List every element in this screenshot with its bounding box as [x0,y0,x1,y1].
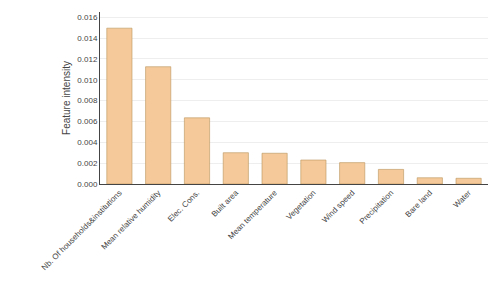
svg-text:0.000: 0.000 [77,180,98,189]
svg-text:0.008: 0.008 [77,96,98,105]
svg-text:Mean relative humidity: Mean relative humidity [99,188,162,251]
svg-text:Mean temperature: Mean temperature [226,188,279,241]
svg-text:0.010: 0.010 [77,76,98,85]
svg-text:Built area: Built area [210,188,241,219]
svg-text:Water: Water [452,188,473,209]
svg-text:Elec. Cons.: Elec. Cons. [166,188,201,223]
svg-text:Precipitation: Precipitation [358,188,395,225]
svg-text:0.012: 0.012 [77,55,98,64]
svg-text:Nb. Of households&institutions: Nb. Of households&institutions [40,188,124,272]
svg-text:0.004: 0.004 [77,138,98,147]
svg-text:Bare land: Bare land [403,188,434,219]
svg-text:Wind speed: Wind speed [320,188,356,224]
svg-text:0.016: 0.016 [77,13,98,22]
svg-text:Vegetation: Vegetation [285,188,318,221]
svg-text:Feature intensity: Feature intensity [61,61,72,135]
svg-text:0.006: 0.006 [77,117,98,126]
svg-text:0.002: 0.002 [77,159,98,168]
svg-text:0.014: 0.014 [77,34,98,43]
